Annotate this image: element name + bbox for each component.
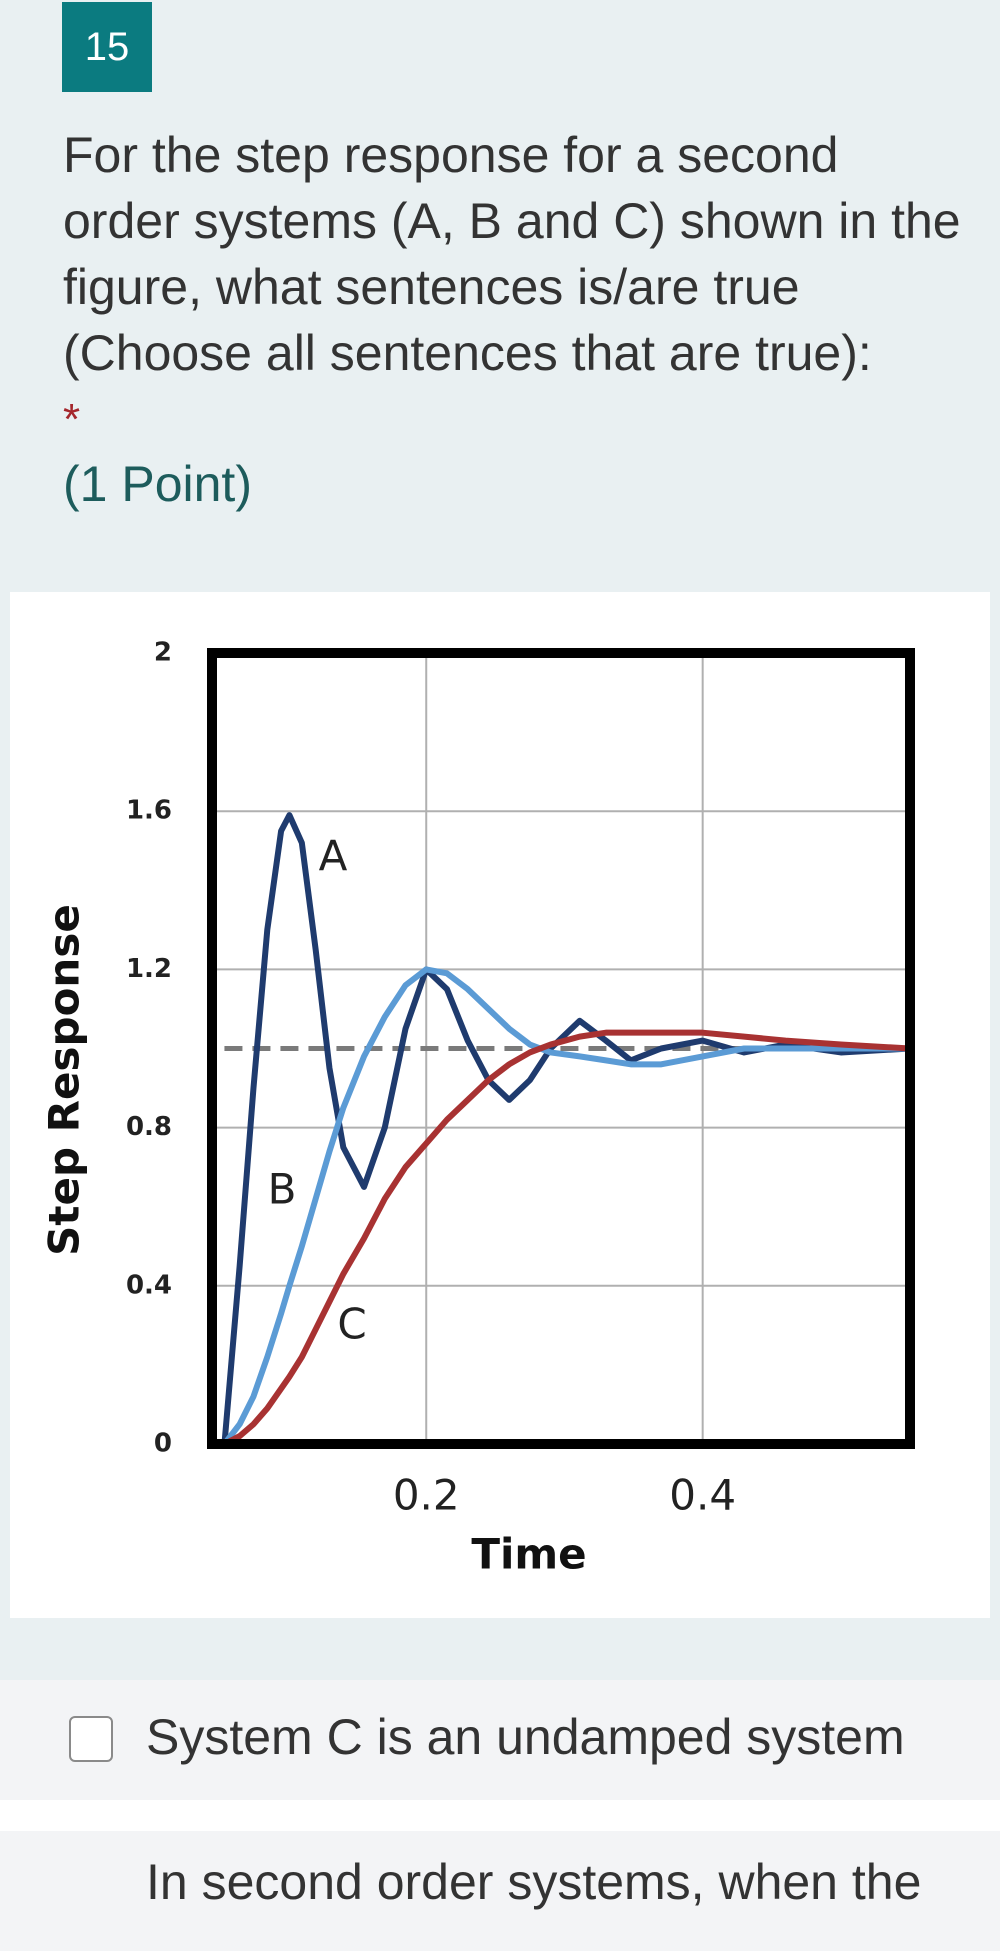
plot-frame xyxy=(207,648,915,1449)
option[interactable]: In second order systems, when the xyxy=(0,1831,1000,1951)
question-number: 15 xyxy=(62,2,152,92)
chart: 0 0.4 0.8 1.2 1.6 2 0.2 0.4 Time Step Response A B C xyxy=(40,638,915,1579)
points: (1 Point) xyxy=(63,456,252,512)
x-tick-label: 0.2 xyxy=(393,1471,460,1520)
y-tick-label: 0.8 xyxy=(126,1112,172,1142)
line-series xyxy=(222,966,910,1446)
y-tick-label: 1.6 xyxy=(126,796,172,826)
x-axis-label: Time xyxy=(471,1530,586,1579)
curve-label: A xyxy=(319,832,348,881)
question-card: 15 For the step response for a second or… xyxy=(0,0,1000,1680)
y-tick-label: 0 xyxy=(154,1429,172,1459)
curve-label: C xyxy=(337,1300,366,1349)
question-text: For the step response for a second order… xyxy=(63,127,961,381)
y-tick-label: 2 xyxy=(154,638,172,668)
x-tick-label: 0.4 xyxy=(669,1471,736,1520)
line-series xyxy=(223,1029,911,1447)
curve-label: B xyxy=(268,1165,297,1214)
option-text[interactable]: System C is an undamped system xyxy=(146,1709,905,1765)
option-text[interactable]: In second order systems, when the xyxy=(146,1854,922,1910)
required-mark: * xyxy=(63,395,81,444)
y-tick-label: 0.4 xyxy=(126,1270,172,1300)
checkbox[interactable] xyxy=(69,1716,113,1762)
y-tick-label: 1.2 xyxy=(126,954,172,984)
y-axis-label: Step Response xyxy=(40,904,89,1256)
option[interactable]: System C is an undamped system xyxy=(0,1680,1000,1800)
figure: 0 0.4 0.8 1.2 1.6 2 0.2 0.4 Time Step Response A B C xyxy=(10,592,990,1618)
line-series xyxy=(221,812,911,1445)
